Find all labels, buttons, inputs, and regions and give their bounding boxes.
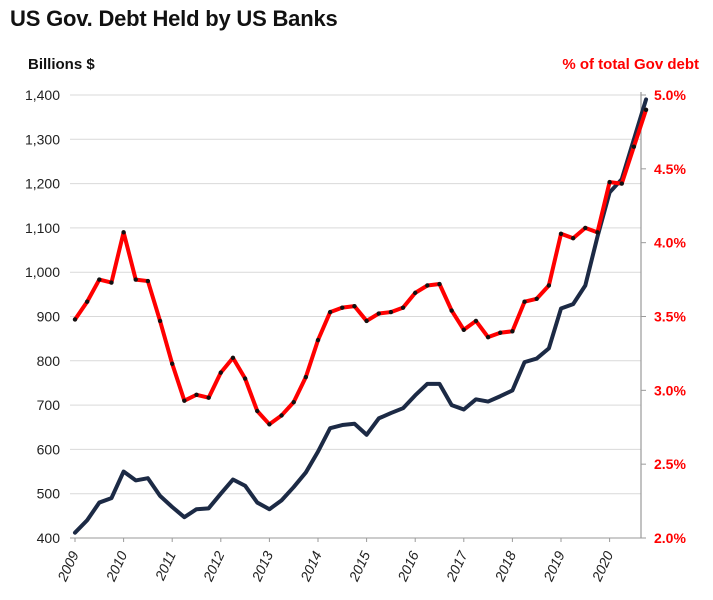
pct-data-point (558, 231, 564, 237)
x-tick-label: 2011 (151, 549, 179, 584)
debt-billions-line (73, 97, 649, 535)
pct-data-point (473, 318, 479, 324)
pct-data-point (206, 395, 211, 400)
series (72, 97, 649, 535)
pct-data-point (510, 329, 515, 334)
left-tick-label: 1,000 (25, 264, 60, 280)
pct-data-point (619, 181, 624, 186)
pct-of-total-line (73, 107, 649, 427)
pct-data-point (607, 179, 612, 185)
x-tick-label: 2013 (248, 548, 276, 584)
x-tick-label: 2015 (345, 548, 373, 584)
x-tick-label: 2009 (54, 548, 82, 584)
left-tick-label: 700 (37, 397, 61, 413)
x-tick-label: 2017 (442, 547, 471, 584)
x-tick-label: 2016 (394, 548, 422, 584)
left-tick-label: 1,100 (25, 220, 60, 236)
pct-data-point (534, 296, 539, 301)
pct-data-point (279, 413, 284, 418)
pct-data-point (133, 277, 138, 282)
left-tick-label: 1,400 (25, 87, 60, 103)
left-axis-title: Billions $ (28, 56, 95, 73)
right-tick-label: 3.5% (654, 309, 686, 325)
pct-data-point (182, 398, 187, 403)
pct-data-point (388, 309, 394, 315)
pct-data-point (121, 230, 126, 235)
x-tick-label: 2012 (199, 548, 227, 584)
pct-data-point (255, 408, 260, 414)
pct-data-point (352, 303, 357, 309)
pct-data-point (291, 399, 296, 405)
pct-data-point (364, 318, 369, 324)
pct-data-point (145, 278, 151, 284)
pct-data-point (643, 107, 649, 112)
pct-data-point (461, 327, 466, 332)
left-tick-label: 900 (37, 309, 61, 325)
right-tick-label: 2.0% (654, 530, 686, 546)
pct-data-point (583, 225, 588, 231)
pct-data-point (109, 280, 114, 285)
pct-data-point (631, 144, 637, 149)
right-tick-label: 4.5% (654, 161, 686, 177)
chart-title: US Gov. Debt Held by US Banks (10, 6, 338, 31)
x-tick-label: 2014 (297, 548, 325, 584)
right-tick-labels: 2.0% 2.5% 3.0% 3.5% 4.0% 4.5% 5.0% (654, 87, 686, 546)
pct-data-point (522, 299, 527, 304)
left-tick-label: 500 (37, 486, 61, 502)
pct-data-point (84, 299, 90, 304)
left-tick-label: 1,200 (25, 176, 60, 192)
pct-data-point (498, 330, 503, 335)
pct-data-point (340, 305, 345, 310)
left-tick-labels: 400 500 600 700 800 900 1,000 1,100 1,200 1,300 1,… (25, 87, 60, 546)
x-tick-label: 2019 (540, 548, 568, 584)
pct-data-point (72, 317, 78, 322)
pct-data-point (595, 230, 600, 235)
pct-data-point (157, 318, 163, 324)
left-tick-label: 1,300 (25, 131, 60, 147)
right-tick-label: 5.0% (654, 87, 686, 103)
pct-data-point (194, 392, 199, 397)
axes (70, 92, 646, 542)
pct-data-point (376, 311, 381, 316)
right-tick-label: 2.5% (654, 456, 686, 472)
left-tick-label: 600 (37, 441, 61, 457)
pct-data-point (315, 337, 321, 343)
pct-data-point (546, 283, 552, 288)
left-tick-label: 400 (37, 530, 61, 546)
pct-data-point (230, 355, 236, 361)
pct-data-point (485, 334, 491, 340)
x-tick-label: 2010 (102, 548, 130, 584)
x-tick-label: 2020 (588, 548, 616, 584)
right-tick-label: 4.0% (654, 235, 686, 251)
pct-data-point (413, 290, 418, 296)
pct-data-point (303, 374, 309, 380)
pct-data-point (267, 422, 272, 427)
right-tick-label: 3.0% (654, 382, 686, 398)
x-tick-labels: 2009 2010 2011 2012 2013 2014 2015 2016 2017 2018… (54, 547, 617, 584)
pct-data-point (437, 281, 442, 287)
x-tick-label: 2018 (491, 548, 519, 584)
pct-data-point (327, 309, 333, 315)
pct-data-point (242, 376, 248, 381)
pct-data-point (425, 283, 430, 288)
pct-data-point (170, 361, 175, 366)
gridlines (70, 94, 641, 539)
pct-data-point (97, 277, 102, 282)
pct-data-point (570, 236, 576, 241)
left-tick-label: 800 (37, 353, 61, 369)
pct-data-point (449, 308, 454, 313)
right-axis-title: % of total Gov debt (562, 56, 699, 73)
pct-data-point (218, 370, 223, 375)
pct-data-point (400, 305, 406, 310)
